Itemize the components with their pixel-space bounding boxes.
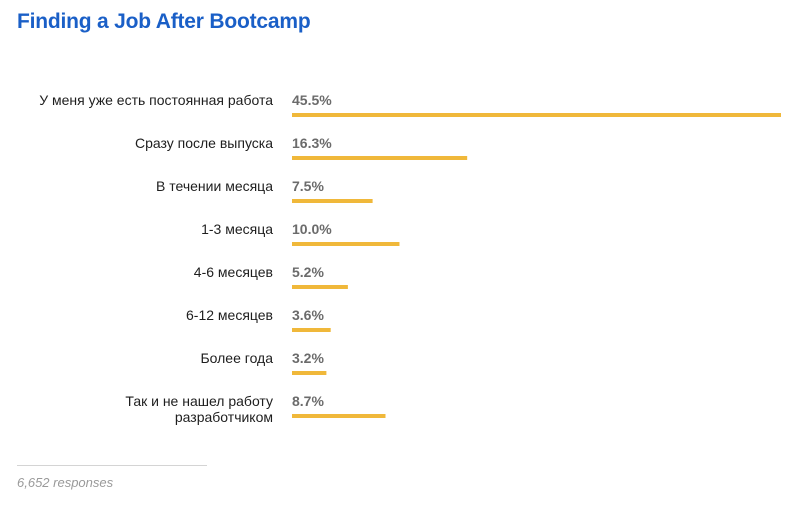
- bar: [292, 242, 400, 246]
- bar: [292, 328, 331, 332]
- category-label: В течении месяца: [156, 178, 273, 194]
- chart-title: Finding a Job After Bootcamp: [17, 10, 311, 33]
- bar-chart: У меня уже есть постоянная работа 45.5% Ср…: [39, 92, 781, 425]
- value-label: 5.2%: [292, 264, 324, 280]
- category-label: Более года: [200, 350, 273, 366]
- category-label: 4-6 месяцев: [194, 264, 273, 280]
- category-label-line: Сразу после выпуска: [135, 135, 273, 151]
- category-label: 6-12 месяцев: [186, 307, 273, 323]
- category-label-line: Так и не нашел работу: [125, 393, 273, 409]
- category-label-line: разработчиком: [175, 409, 273, 425]
- category-label: У меня уже есть постоянная работа: [39, 92, 273, 108]
- divider: [17, 465, 207, 466]
- value-label: 16.3%: [292, 135, 332, 151]
- category-label-line: 6-12 месяцев: [186, 307, 273, 323]
- bar: [292, 371, 327, 375]
- value-label: 7.5%: [292, 178, 324, 194]
- value-label: 3.6%: [292, 307, 324, 323]
- category-label-line: 4-6 месяцев: [194, 264, 273, 280]
- bar: [292, 199, 373, 203]
- category-label-line: В течении месяца: [156, 178, 273, 194]
- value-label: 45.5%: [292, 92, 332, 108]
- category-label-line: 1-3 месяца: [201, 221, 273, 237]
- value-label: 8.7%: [292, 393, 324, 409]
- bar: [292, 156, 468, 160]
- value-label: 3.2%: [292, 350, 324, 366]
- category-label-line: У меня уже есть постоянная работа: [39, 92, 273, 108]
- bar: [292, 113, 781, 117]
- bar: [292, 285, 348, 289]
- bar: [292, 414, 386, 418]
- response-count: 6,652 responses: [17, 475, 114, 490]
- category-label: 1-3 месяца: [201, 221, 273, 237]
- category-label: Сразу после выпуска: [135, 135, 273, 151]
- category-label: Так и не нашел работу разработчиком: [125, 393, 273, 425]
- value-label: 10.0%: [292, 221, 332, 237]
- category-label-line: Более года: [200, 350, 273, 366]
